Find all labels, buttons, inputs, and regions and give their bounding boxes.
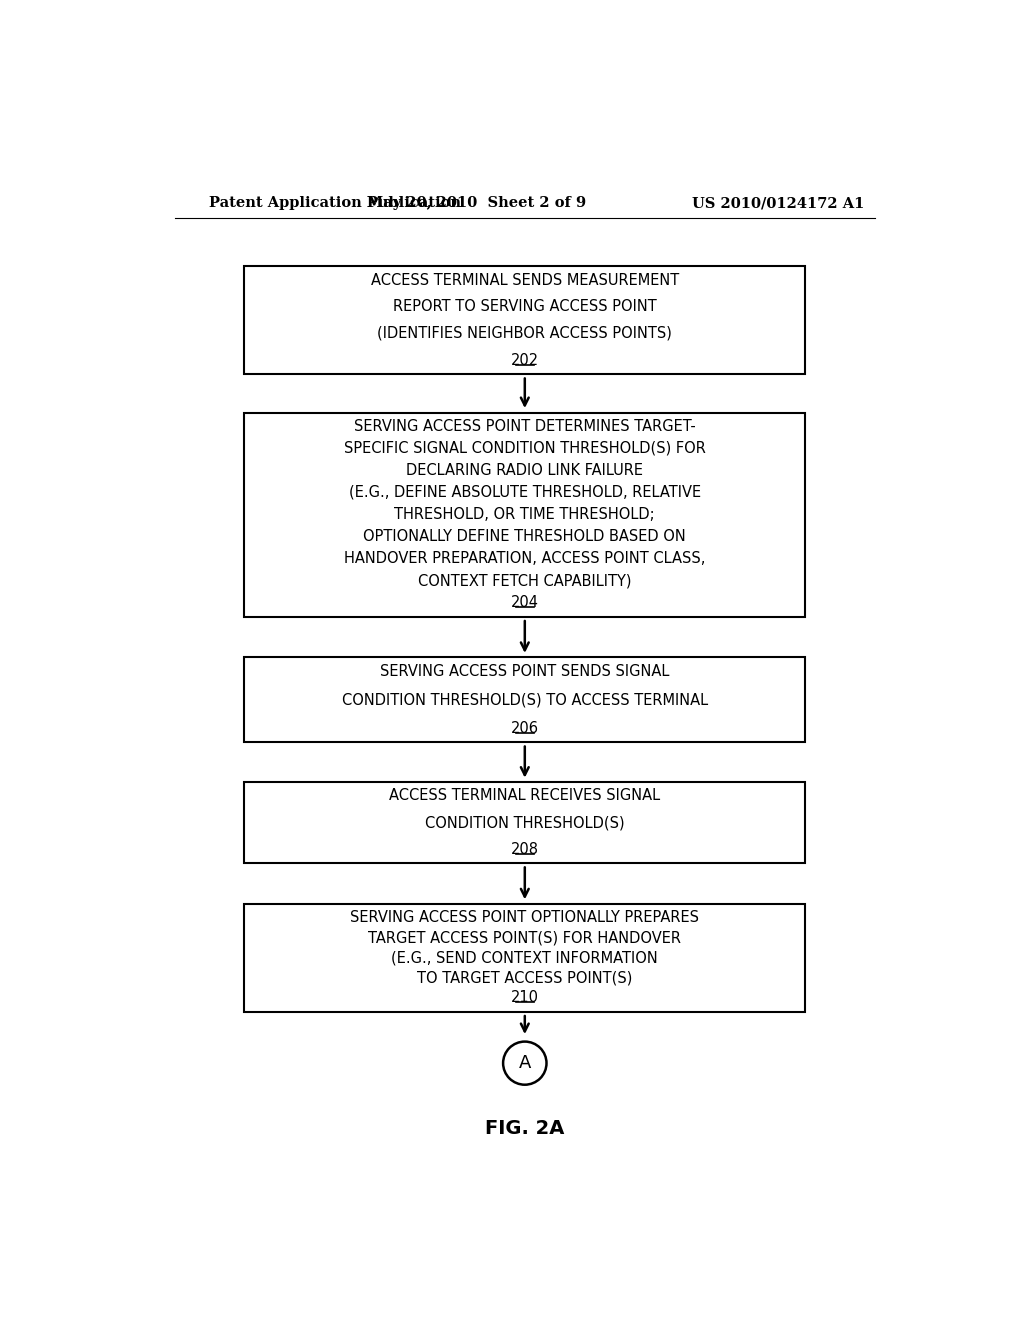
Text: CONDITION THRESHOLD(S): CONDITION THRESHOLD(S) [425,814,625,830]
Bar [245,413,805,616]
Text: SERVING ACCESS POINT SENDS SIGNAL: SERVING ACCESS POINT SENDS SIGNAL [380,664,670,678]
Text: (IDENTIFIES NEIGHBOR ACCESS POINTS): (IDENTIFIES NEIGHBOR ACCESS POINTS) [378,326,672,341]
Text: HANDOVER PREPARATION, ACCESS POINT CLASS,: HANDOVER PREPARATION, ACCESS POINT CLASS… [344,552,706,566]
Bar [245,781,805,863]
Text: 206: 206 [511,721,539,735]
Text: SERVING ACCESS POINT DETERMINES TARGET-: SERVING ACCESS POINT DETERMINES TARGET- [354,418,695,434]
Text: SPECIFIC SIGNAL CONDITION THRESHOLD(S) FOR: SPECIFIC SIGNAL CONDITION THRESHOLD(S) F… [344,441,706,455]
Text: SERVING ACCESS POINT OPTIONALLY PREPARES: SERVING ACCESS POINT OPTIONALLY PREPARES [350,909,699,925]
Text: OPTIONALLY DEFINE THRESHOLD BASED ON: OPTIONALLY DEFINE THRESHOLD BASED ON [364,529,686,544]
Bar [245,657,805,742]
Bar [245,267,805,374]
Text: US 2010/0124172 A1: US 2010/0124172 A1 [692,197,864,210]
Text: 210: 210 [511,990,539,1006]
Text: 208: 208 [511,842,539,857]
Text: THRESHOLD, OR TIME THRESHOLD;: THRESHOLD, OR TIME THRESHOLD; [394,507,655,521]
Text: CONDITION THRESHOLD(S) TO ACCESS TERMINAL: CONDITION THRESHOLD(S) TO ACCESS TERMINA… [342,692,708,708]
Text: (E.G., SEND CONTEXT INFORMATION: (E.G., SEND CONTEXT INFORMATION [391,950,658,965]
Bar [245,904,805,1011]
Text: Patent Application Publication: Patent Application Publication [209,197,462,210]
Text: FIG. 2A: FIG. 2A [485,1119,564,1138]
Text: TO TARGET ACCESS POINT(S): TO TARGET ACCESS POINT(S) [417,970,633,985]
Text: REPORT TO SERVING ACCESS POINT: REPORT TO SERVING ACCESS POINT [393,300,656,314]
Text: ACCESS TERMINAL RECEIVES SIGNAL: ACCESS TERMINAL RECEIVES SIGNAL [389,788,660,804]
Text: May 20, 2010  Sheet 2 of 9: May 20, 2010 Sheet 2 of 9 [368,197,587,210]
Text: 204: 204 [511,595,539,610]
Text: 202: 202 [511,352,539,368]
Text: A: A [518,1055,531,1072]
Text: TARGET ACCESS POINT(S) FOR HANDOVER: TARGET ACCESS POINT(S) FOR HANDOVER [369,931,681,945]
Circle shape [503,1041,547,1085]
Text: CONTEXT FETCH CAPABILITY): CONTEXT FETCH CAPABILITY) [418,573,632,589]
Text: DECLARING RADIO LINK FAILURE: DECLARING RADIO LINK FAILURE [407,463,643,478]
Text: (E.G., DEFINE ABSOLUTE THRESHOLD, RELATIVE: (E.G., DEFINE ABSOLUTE THRESHOLD, RELATI… [349,484,700,500]
Text: ACCESS TERMINAL SENDS MEASUREMENT: ACCESS TERMINAL SENDS MEASUREMENT [371,272,679,288]
